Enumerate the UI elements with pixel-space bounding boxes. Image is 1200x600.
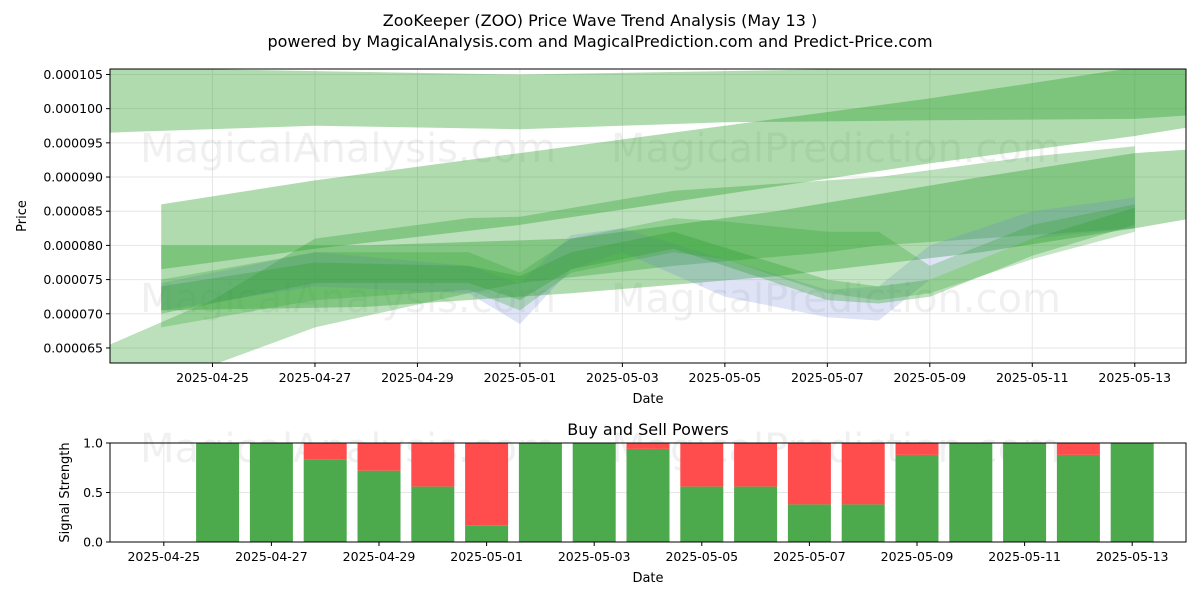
sell-bar <box>626 443 670 449</box>
buy-bar <box>572 443 616 542</box>
sell-bar <box>1056 443 1100 455</box>
sell-bar <box>357 443 401 471</box>
x-tick-label: 2025-05-01 <box>450 549 523 564</box>
y-tick-label: 0.000100 <box>43 101 103 116</box>
buy-bar <box>841 504 885 542</box>
y-tick-label: 0.0 <box>83 535 103 550</box>
y-tick-label: 1.0 <box>83 436 103 451</box>
sell-bar <box>841 443 885 505</box>
y-tick-label: 0.000065 <box>43 340 103 355</box>
wave-band <box>161 207 1135 314</box>
watermark-text: MagicalPrediction.com <box>611 126 1061 172</box>
wave-band <box>161 69 1186 270</box>
buy-bar <box>734 486 778 542</box>
x-tick-label: 2025-04-27 <box>279 370 352 385</box>
x-tick-label: 2025-05-03 <box>586 370 659 385</box>
buy-bar <box>518 443 562 542</box>
wave-band <box>161 204 1135 328</box>
sell-bar <box>895 443 939 455</box>
y-axis-label: Signal Strength <box>58 442 73 542</box>
x-tick-label: 2025-04-27 <box>235 549 308 564</box>
x-tick-label: 2025-05-05 <box>665 549 738 564</box>
x-tick-label: 2025-05-13 <box>1096 549 1169 564</box>
y-tick-label: 0.000095 <box>43 135 103 150</box>
chart-title: Buy and Sell Powers <box>567 420 729 439</box>
wave-band <box>110 146 1135 363</box>
buy-bar <box>626 448 670 542</box>
sell-bar <box>680 443 724 487</box>
page-subtitle: powered by MagicalAnalysis.com and Magic… <box>267 32 932 51</box>
sell-bar <box>787 443 831 505</box>
buy-bar <box>196 443 240 542</box>
y-tick-label: 0.000105 <box>43 67 103 82</box>
buy-bar <box>249 443 293 542</box>
x-tick-label: 2025-05-03 <box>558 549 631 564</box>
buy-bar <box>465 525 509 542</box>
buy-bar <box>895 454 939 542</box>
buy-bar <box>357 470 401 542</box>
x-tick-label: 2025-04-25 <box>127 549 200 564</box>
x-axis-label: Date <box>632 392 663 407</box>
x-tick-label: 2025-05-09 <box>893 370 966 385</box>
watermark-text: MagicalAnalysis.com <box>140 126 556 172</box>
x-tick-label: 2025-04-29 <box>343 549 416 564</box>
buy-bar <box>787 504 831 542</box>
sell-bar <box>303 443 347 460</box>
wave-bands <box>110 69 1186 363</box>
sell-bar <box>411 443 455 487</box>
y-tick-label: 0.000090 <box>43 170 103 185</box>
buy-bar <box>1003 443 1047 542</box>
wave-band <box>161 149 1186 311</box>
buy-bar <box>411 486 455 542</box>
buy-bar <box>303 459 347 542</box>
sell-bar <box>734 443 778 487</box>
x-tick-label: 2025-05-01 <box>484 370 557 385</box>
x-tick-label: 2025-04-29 <box>381 370 454 385</box>
y-axis-label: Price <box>15 200 30 232</box>
watermark-text: MagicalPrediction.com <box>611 276 1061 322</box>
buy-bar <box>680 486 724 542</box>
x-axis-label: Date <box>632 571 663 586</box>
plot-frame <box>109 442 1187 543</box>
x-tick-label: 2025-05-07 <box>791 370 864 385</box>
buy-bar <box>949 443 993 542</box>
x-tick-label: 2025-05-13 <box>1098 370 1171 385</box>
watermark-text: MagicalAnalysis.com <box>140 276 556 322</box>
buy-sell-power-chart: 2025-04-25 2025-04-27 2025-04-29 2025-05-01… <box>58 420 1187 586</box>
sell-bar <box>465 443 509 526</box>
wave-band <box>110 69 1186 133</box>
y-tick-label: 0.000070 <box>43 306 103 321</box>
x-tick-label: 2025-05-11 <box>996 370 1069 385</box>
plot-frame <box>109 68 1187 364</box>
x-tick-label: 2025-04-25 <box>176 370 249 385</box>
y-tick-label: 0.000085 <box>43 204 103 219</box>
y-tick-label: 0.000075 <box>43 272 103 287</box>
y-tick-label: 0.000080 <box>43 238 103 253</box>
price-wave-chart: 2025-04-25 2025-04-27 2025-04-29 2025-05-01… <box>15 67 1187 407</box>
buy-bar <box>1110 443 1154 542</box>
x-tick-label: 2025-05-05 <box>689 370 762 385</box>
buy-bar <box>1056 454 1100 542</box>
y-tick-label: 0.5 <box>83 485 103 500</box>
page-title: ZooKeeper (ZOO) Price Wave Trend Analysi… <box>383 11 817 30</box>
x-tick-label: 2025-05-11 <box>988 549 1061 564</box>
wave-band <box>161 197 1135 324</box>
x-tick-label: 2025-05-07 <box>773 549 846 564</box>
x-tick-label: 2025-05-09 <box>881 549 954 564</box>
